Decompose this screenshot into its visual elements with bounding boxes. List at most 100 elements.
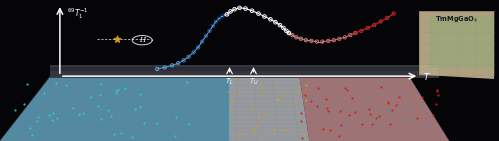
Point: [75, 113, 83, 115]
Point: [212, 20, 220, 23]
Point: [209, 25, 217, 27]
Polygon shape: [0, 77, 230, 141]
Point: [225, 91, 233, 93]
Point: [97, 83, 105, 85]
Point: [401, 117, 409, 119]
Point: [185, 56, 193, 58]
Point: [271, 21, 279, 23]
Point: [266, 18, 274, 20]
Point: [96, 94, 104, 96]
Point: [117, 132, 125, 134]
Point: [79, 112, 87, 114]
Point: [297, 38, 305, 40]
Point: [434, 94, 442, 96]
Point: [322, 107, 330, 109]
Point: [418, 96, 426, 99]
Point: [26, 127, 34, 129]
Point: [19, 103, 27, 105]
Point: [384, 101, 392, 104]
Point: [424, 124, 432, 127]
Point: [370, 24, 378, 26]
Point: [330, 39, 338, 41]
Point: [434, 89, 442, 91]
Point: [335, 38, 343, 40]
Point: [44, 114, 52, 116]
Point: [261, 112, 269, 115]
Point: [32, 120, 40, 123]
Text: $T_L$: $T_L$: [225, 77, 234, 87]
Point: [406, 108, 414, 110]
Point: [97, 118, 105, 120]
Point: [337, 124, 345, 126]
Polygon shape: [50, 65, 439, 78]
Point: [313, 40, 321, 43]
Point: [242, 7, 250, 10]
Point: [136, 106, 144, 109]
Point: [285, 32, 293, 34]
Point: [172, 115, 180, 118]
Point: [326, 129, 334, 132]
Point: [297, 120, 305, 122]
Point: [279, 27, 287, 29]
Point: [69, 107, 77, 109]
Point: [112, 92, 120, 94]
Point: [315, 102, 323, 104]
Point: [285, 32, 293, 34]
Point: [288, 34, 296, 36]
Point: [87, 96, 95, 98]
Point: [335, 135, 343, 137]
Point: [290, 101, 298, 103]
Point: [348, 97, 356, 100]
Point: [276, 24, 284, 26]
Point: [221, 14, 229, 16]
Point: [190, 51, 198, 54]
Point: [302, 84, 310, 86]
Point: [185, 123, 193, 125]
Point: [388, 109, 396, 112]
Point: [248, 10, 256, 12]
Point: [248, 128, 256, 130]
Point: [307, 99, 315, 102]
Point: [365, 108, 373, 111]
Point: [198, 40, 206, 43]
Point: [371, 122, 379, 125]
Point: [254, 12, 262, 15]
Point: [313, 105, 321, 107]
Point: [248, 107, 256, 109]
Point: [385, 110, 393, 112]
Point: [324, 110, 332, 112]
Point: [340, 87, 348, 89]
Point: [392, 104, 400, 106]
Point: [252, 126, 260, 128]
Point: [368, 123, 376, 125]
Point: [260, 15, 268, 18]
Point: [282, 129, 290, 131]
Point: [113, 38, 121, 41]
Point: [351, 111, 359, 113]
Point: [307, 96, 315, 99]
Point: [294, 90, 302, 92]
Text: $^{69}T_1^{-1}$: $^{69}T_1^{-1}$: [67, 6, 89, 21]
Point: [319, 128, 327, 131]
Point: [377, 86, 385, 88]
Point: [53, 117, 61, 119]
Point: [372, 117, 380, 119]
Point: [114, 89, 122, 91]
Point: [387, 122, 395, 125]
Point: [302, 39, 310, 41]
Point: [390, 12, 398, 15]
Point: [257, 87, 265, 89]
Point: [434, 89, 442, 92]
Point: [171, 135, 179, 137]
Point: [375, 114, 383, 117]
Point: [226, 109, 234, 111]
Point: [107, 115, 115, 117]
Point: [153, 122, 161, 124]
Point: [40, 92, 48, 94]
Text: $T_U$: $T_U$: [249, 77, 258, 87]
Point: [377, 20, 385, 23]
Point: [136, 93, 144, 96]
Point: [34, 116, 42, 118]
Point: [282, 30, 290, 32]
Point: [227, 10, 235, 13]
